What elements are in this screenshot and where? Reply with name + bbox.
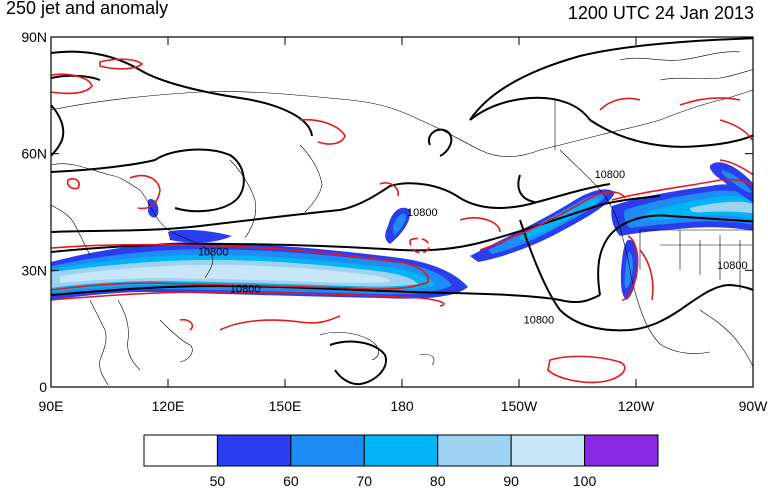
contour-label: 10800 [198, 247, 229, 259]
x-tick-label: 120E [152, 398, 185, 414]
valid-time: 1200 UTC 24 Jan 2013 [567, 3, 754, 23]
colorbar-swatch [510, 434, 586, 467]
colorbar: 50 60 70 80 90 100 [143, 434, 659, 488]
colorbar-swatch [216, 434, 292, 467]
y-tick-label: 60N [21, 146, 47, 162]
contour-label: 10800 [230, 284, 261, 296]
colorbar-swatch [143, 434, 218, 467]
jet-patch-c2 [393, 213, 406, 236]
colorbar-swatch [290, 434, 365, 467]
contour-label: 10800 [717, 260, 748, 272]
colorbar-swatch [437, 434, 512, 467]
x-tick-label: 120W [618, 398, 655, 414]
x-tick-label: 180 [390, 398, 414, 414]
colorbar-label: 60 [283, 473, 299, 488]
colorbar-swatch [363, 434, 439, 467]
colorbar-swatch [584, 434, 659, 467]
x-tick-label: 150W [501, 398, 538, 414]
jet-na-upper-60 [721, 170, 752, 193]
jet-na-upper [709, 162, 753, 203]
jet-patch-a [148, 199, 159, 218]
jet-shading [51, 162, 753, 300]
x-tick-label: 150E [269, 398, 302, 414]
plot-title: 250 jet and anomaly [6, 0, 169, 18]
colorbar-label: 70 [356, 473, 372, 488]
y-tick-label: 0 [39, 379, 47, 395]
anomaly-contours [51, 58, 753, 384]
jet-patch-b [168, 229, 232, 243]
y-tick-label: 30N [21, 262, 47, 278]
colorbar-label: 90 [503, 473, 519, 488]
map-content [51, 37, 753, 386]
colorbar-label: 100 [573, 473, 597, 488]
x-tick-label: 90E [39, 398, 64, 414]
contour-label: 10800 [524, 314, 555, 326]
contour-labels: 10800 10800 10800 10800 10800 10800 [198, 169, 748, 326]
colorbar-label: 80 [430, 473, 446, 488]
contour-label: 10800 [407, 207, 438, 219]
colorbar-label: 50 [210, 473, 226, 488]
contour-label: 10800 [595, 169, 626, 181]
jet-na-80 [690, 201, 753, 214]
y-tick-label: 90N [21, 29, 47, 45]
jet-sw-us-60 [624, 252, 633, 289]
jet-band-90 [60, 264, 391, 283]
x-tick-label: 90W [739, 398, 768, 414]
axis-ticks: 90N 60N 30N 0 90E 120E 150E 180 150W 120W 90W [21, 29, 768, 414]
